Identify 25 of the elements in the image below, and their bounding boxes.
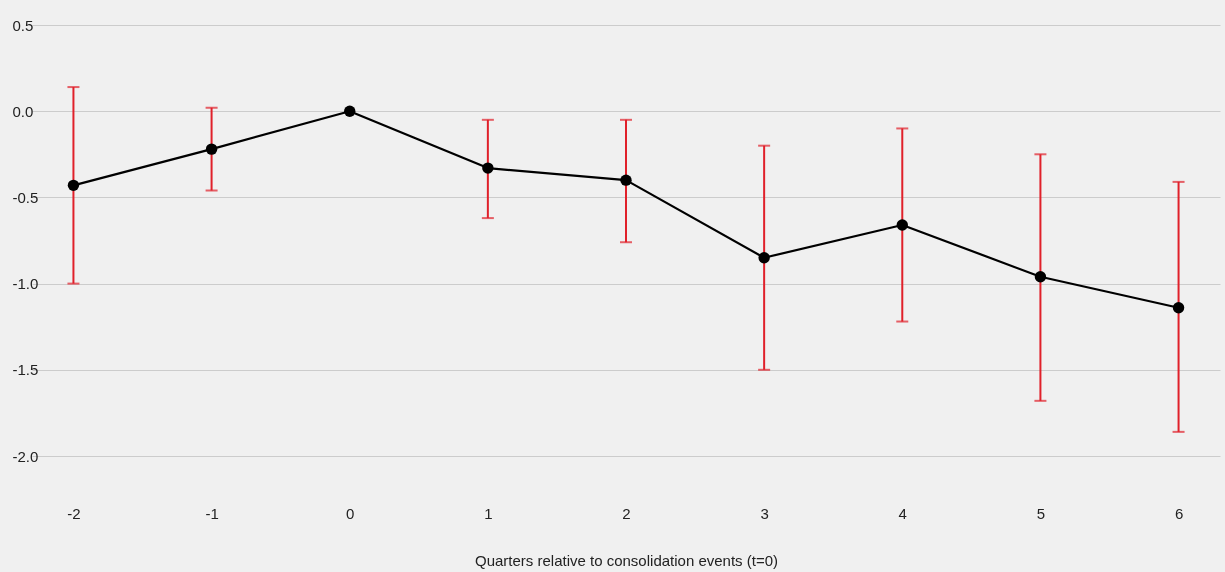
x-tick-label: 6 <box>1174 504 1184 522</box>
point <box>896 219 908 231</box>
y-tick-label: -0.5 <box>12 188 39 206</box>
point <box>1172 302 1185 314</box>
x-tick-label: 1 <box>484 504 493 522</box>
x-tick-label: 0 <box>346 504 355 522</box>
x-tick-label: -1 <box>205 504 219 522</box>
point <box>620 174 632 186</box>
x-tick-label: 3 <box>760 504 769 522</box>
point <box>758 252 770 264</box>
point <box>67 179 80 192</box>
point <box>205 143 218 155</box>
x-tick-label: 5 <box>1036 504 1046 522</box>
point <box>482 162 494 174</box>
y-tick-label: -2.0 <box>12 447 39 465</box>
y-tick-label: 0.5 <box>12 16 34 34</box>
x-tick-label: -2 <box>67 504 81 522</box>
y-tick-label: -1.5 <box>12 361 39 379</box>
y-tick-label: 0.0 <box>12 102 34 120</box>
y-tick-label: -1.0 <box>12 275 39 293</box>
x-tick-label: 2 <box>622 504 631 522</box>
point <box>344 105 356 117</box>
x-axis-title: Quarters relative to consolidation events (t=0) <box>474 551 779 569</box>
x-tick-label: 4 <box>898 504 907 522</box>
point <box>1034 271 1047 283</box>
